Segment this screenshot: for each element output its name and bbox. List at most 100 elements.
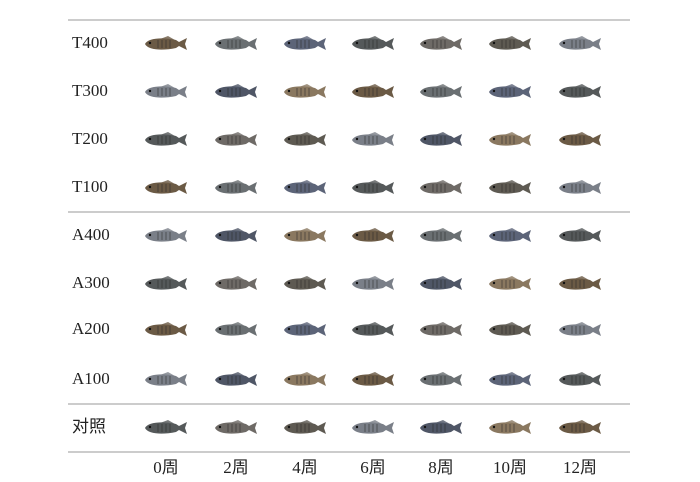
fish-eye [287, 137, 291, 141]
fish-fin [574, 228, 589, 232]
fish-photo [284, 84, 326, 98]
fish-fin [299, 372, 314, 376]
fish-fin [160, 84, 175, 88]
fish-body [215, 422, 257, 434]
fish-body [559, 182, 601, 194]
fish-eye [287, 425, 291, 429]
fish-eye [148, 281, 152, 285]
fish-fin [435, 420, 450, 424]
fish-body [352, 422, 394, 434]
fish-body [145, 38, 187, 50]
fish-photo [284, 228, 326, 242]
fish-photo [284, 372, 326, 386]
fish-eye [218, 281, 222, 285]
fish-body [559, 422, 601, 434]
fish-body [145, 86, 187, 98]
fish-body [145, 182, 187, 194]
fish-body [145, 134, 187, 146]
row-label: A200 [72, 319, 110, 338]
fish-photo [420, 84, 462, 98]
fish-body [559, 86, 601, 98]
column-label: 2周 [223, 458, 249, 477]
fish-photo [145, 372, 187, 386]
fish-photo [352, 228, 394, 242]
fish-photo [489, 84, 531, 98]
fish-eye [287, 377, 291, 381]
fish-photo [215, 132, 257, 146]
fish-photo [215, 180, 257, 194]
fish-photo [352, 372, 394, 386]
fish-photo [352, 276, 394, 290]
fish-eye [355, 185, 359, 189]
fish-body [489, 38, 531, 50]
column-label: 8周 [428, 458, 454, 477]
fish-fin [574, 420, 589, 424]
fish-body [489, 374, 531, 386]
fish-photo [489, 322, 531, 336]
fish-fin [574, 276, 589, 280]
fish-eye [562, 89, 566, 93]
fish-fin [230, 36, 245, 40]
fish-photo [284, 276, 326, 290]
fish-eye [562, 233, 566, 237]
fish-fin [230, 84, 245, 88]
fish-body [145, 324, 187, 336]
fish-eye [355, 41, 359, 45]
fish-fin [230, 228, 245, 232]
photo-grid [145, 36, 601, 434]
fish-photo [145, 276, 187, 290]
fish-fin [574, 132, 589, 136]
fish-photo [215, 276, 257, 290]
fish-body [559, 38, 601, 50]
fish-eye [423, 233, 427, 237]
fish-eye [423, 137, 427, 141]
fish-eye [492, 281, 496, 285]
fish-fin [367, 276, 382, 280]
fish-photo [489, 420, 531, 434]
fish-photo [215, 228, 257, 242]
fish-body [284, 278, 326, 290]
fish-body [489, 182, 531, 194]
fish-body [489, 324, 531, 336]
fish-eye [492, 185, 496, 189]
column-label: 10周 [493, 458, 527, 477]
fish-eye [148, 425, 152, 429]
fish-body [145, 278, 187, 290]
fish-body [420, 38, 462, 50]
fish-fin [299, 276, 314, 280]
fish-photo [420, 372, 462, 386]
fish-photo [145, 180, 187, 194]
fish-body [352, 182, 394, 194]
fish-photo [559, 36, 601, 50]
fish-fin [367, 132, 382, 136]
fish-fin [574, 322, 589, 326]
fish-body [284, 134, 326, 146]
fish-body [284, 422, 326, 434]
fish-eye [287, 327, 291, 331]
fish-eye [423, 41, 427, 45]
fish-fin [160, 372, 175, 376]
fish-eye [355, 137, 359, 141]
fish-fin [504, 322, 519, 326]
fish-eye [287, 281, 291, 285]
fish-body [489, 86, 531, 98]
fish-photo [284, 132, 326, 146]
fish-fin [299, 420, 314, 424]
fish-body [352, 324, 394, 336]
fish-fin [367, 420, 382, 424]
fish-fin [574, 84, 589, 88]
fish-photo [559, 84, 601, 98]
fish-body [215, 230, 257, 242]
fish-eye [218, 41, 222, 45]
fish-eye [148, 41, 152, 45]
fish-photo [559, 276, 601, 290]
row-label: A300 [72, 273, 110, 292]
fish-fin [367, 322, 382, 326]
fish-photo [284, 180, 326, 194]
column-label: 4周 [292, 458, 318, 477]
fish-body [420, 374, 462, 386]
fish-body [145, 422, 187, 434]
fish-fin [230, 420, 245, 424]
fish-fin [435, 228, 450, 232]
fish-eye [492, 425, 496, 429]
